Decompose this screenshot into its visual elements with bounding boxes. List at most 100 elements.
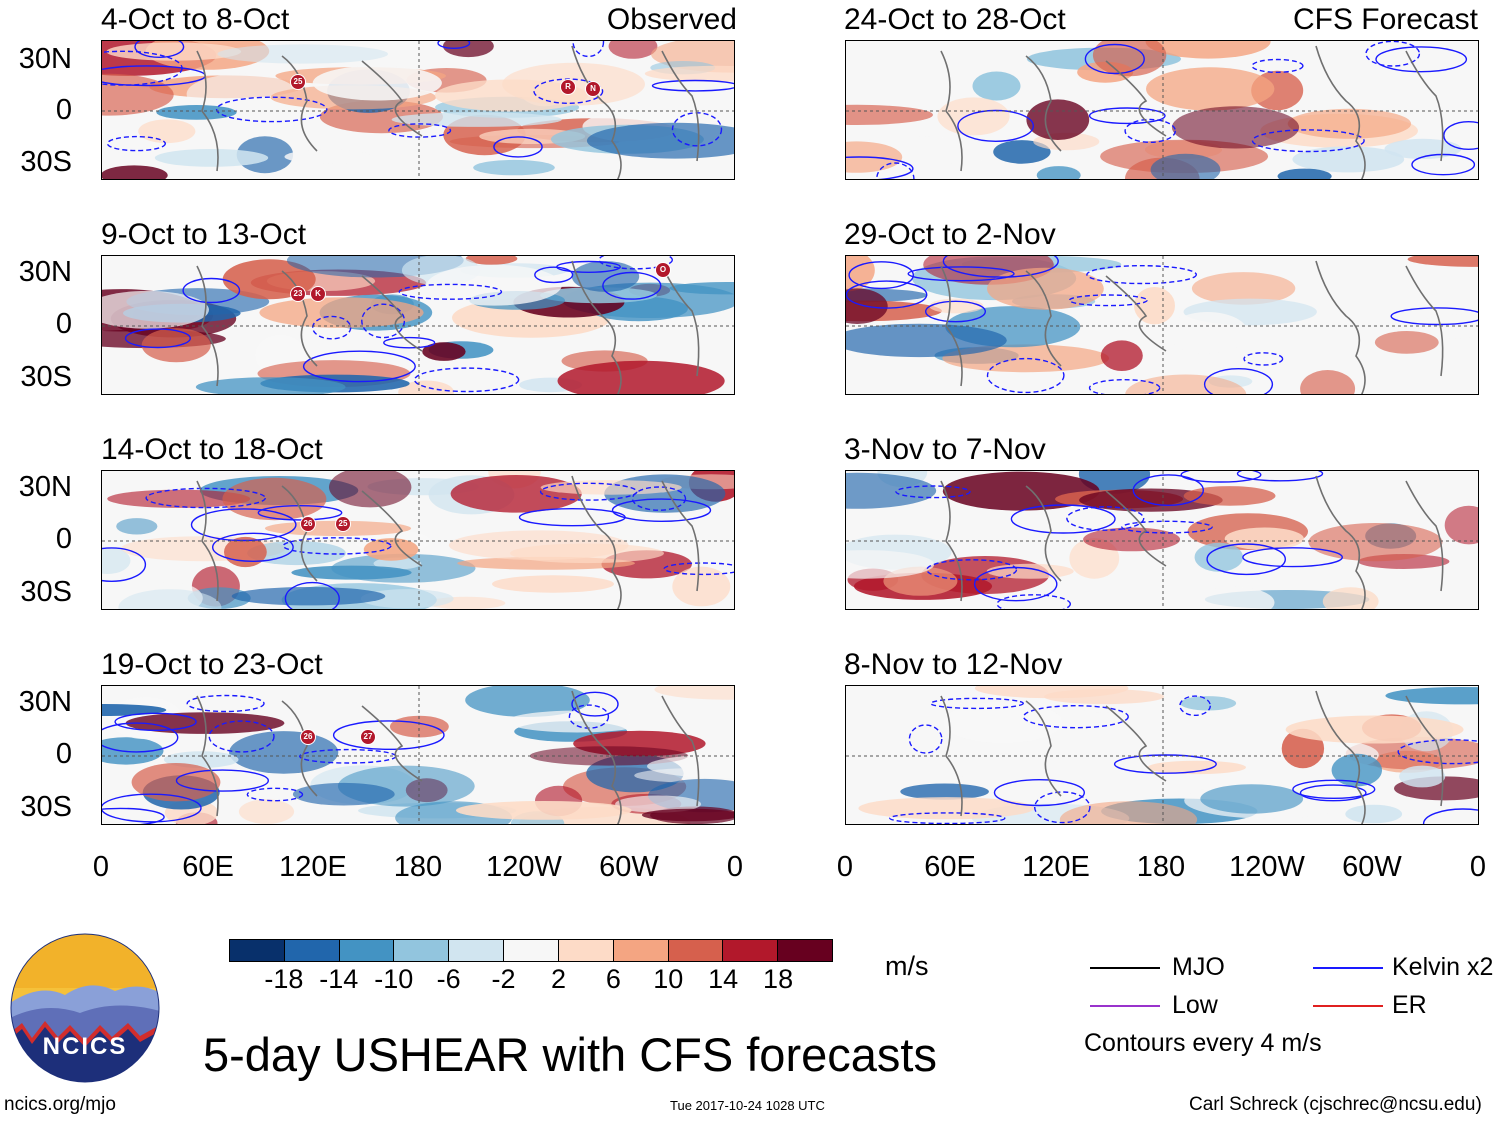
storm-marker: R xyxy=(560,79,576,95)
lat-label-30s: 30S xyxy=(20,361,72,393)
lon-label: 0 xyxy=(92,851,110,883)
panel-title-right-4: 8-Nov to 12-Nov xyxy=(844,648,1063,681)
forecast-label: CFS Forecast xyxy=(1292,3,1478,36)
storm-marker: 27 xyxy=(360,729,376,745)
lat-label-30s: 30S xyxy=(20,791,72,823)
colorbar-tick-label: 6 xyxy=(605,964,621,994)
colorbar-tick-label: 18 xyxy=(763,964,794,994)
map-panel-left-3: 26 25 xyxy=(101,470,735,610)
map-field xyxy=(102,41,734,179)
lat-label-30n: 30N xyxy=(18,43,72,75)
colorbar-swatch xyxy=(612,940,668,961)
colorbar-swatch xyxy=(338,940,394,961)
storm-marker: 26 xyxy=(300,516,316,532)
lon-label: 60E xyxy=(924,851,976,883)
map-field xyxy=(846,471,1478,609)
colorbar-tick-label: 10 xyxy=(653,964,684,994)
logo-text: NCICS xyxy=(42,1033,128,1060)
legend-kelvin-line xyxy=(1313,967,1383,969)
legend-mjo-line xyxy=(1090,967,1160,969)
footer-website[interactable]: ncics.org/mjo xyxy=(4,1094,116,1115)
lon-label: 180 xyxy=(1136,851,1186,883)
panel-title-left-3: 14-Oct to 18-Oct xyxy=(101,433,323,466)
main-title: 5-day USHEAR with CFS forecasts xyxy=(203,1028,937,1081)
lat-label-30s: 30S xyxy=(20,146,72,178)
lon-label: 120W xyxy=(486,851,562,883)
lat-label-0: 0 xyxy=(55,523,72,555)
lat-label-0: 0 xyxy=(55,94,72,126)
map-panel-right-1 xyxy=(845,40,1479,180)
lon-label: 60W xyxy=(1342,851,1402,883)
legend-mjo-label: MJO xyxy=(1172,953,1225,981)
colorbar-tick-label: 2 xyxy=(550,964,566,994)
map-field xyxy=(846,686,1478,824)
panel-title-right-3: 3-Nov to 7-Nov xyxy=(844,433,1046,466)
storm-marker: O xyxy=(655,262,671,278)
panel-title-left-1: 4-Oct to 8-Oct xyxy=(101,3,290,36)
map-panel-left-1: 25 R N xyxy=(101,40,735,180)
map-field xyxy=(102,256,734,394)
colorbar-tick-label: -6 xyxy=(436,964,461,994)
colorbar-tick-label: -18 xyxy=(264,964,304,994)
colorbar-swatch xyxy=(230,940,284,961)
colorbar-swatch xyxy=(722,940,778,961)
storm-marker: K xyxy=(310,286,326,302)
colorbar-swatch xyxy=(557,940,613,961)
lat-label-30n: 30N xyxy=(18,471,72,503)
ncics-logo: NCICS xyxy=(10,933,160,1083)
observed-label: Observed xyxy=(606,3,737,36)
footer-timestamp: Tue 2017-10-24 1028 UTC xyxy=(670,1098,825,1113)
map-field xyxy=(102,471,734,609)
colorbar-tick-label: -14 xyxy=(319,964,359,994)
legend-contour-note: Contours every 4 m/s xyxy=(1084,1029,1322,1057)
map-field xyxy=(846,256,1478,394)
lon-label: 60E xyxy=(182,851,234,883)
map-panel-left-2: 23 K O xyxy=(101,255,735,395)
map-panel-right-3 xyxy=(845,470,1479,610)
colorbar-swatch xyxy=(448,940,504,961)
lat-label-30s: 30S xyxy=(20,576,72,608)
lon-label: 120E xyxy=(279,851,347,883)
legend-kelvin-label: Kelvin x2 xyxy=(1392,953,1494,981)
lon-label: 0 xyxy=(1469,851,1487,883)
storm-marker: 26 xyxy=(300,729,316,745)
storm-marker: N xyxy=(585,81,601,97)
lon-label: 120W xyxy=(1229,851,1305,883)
panel-title-left-4: 19-Oct to 23-Oct xyxy=(101,648,323,681)
colorbar-swatch xyxy=(777,940,832,961)
map-panel-left-4: 26 27 xyxy=(101,685,735,825)
colorbar-unit: m/s xyxy=(885,951,929,981)
lat-label-0: 0 xyxy=(55,738,72,770)
panel-title-right-1: 24-Oct to 28-Oct xyxy=(844,3,1066,36)
colorbar-tick-label: -2 xyxy=(491,964,516,994)
legend-er-label: ER xyxy=(1392,991,1427,1019)
colorbar xyxy=(229,939,833,962)
lon-label: 120E xyxy=(1022,851,1090,883)
lat-label-30n: 30N xyxy=(18,256,72,288)
colorbar-swatch xyxy=(667,940,723,961)
colorbar-swatch xyxy=(283,940,339,961)
lon-label: 60W xyxy=(599,851,659,883)
lon-label: 0 xyxy=(726,851,744,883)
legend-low-label: Low xyxy=(1172,991,1218,1019)
map-panel-right-2 xyxy=(845,255,1479,395)
lat-label-30n: 30N xyxy=(18,686,72,718)
map-panel-right-4 xyxy=(845,685,1479,825)
lon-label: 180 xyxy=(393,851,443,883)
map-field xyxy=(846,41,1478,179)
map-field xyxy=(102,686,734,824)
footer-author: Carl Schreck (cjschrec@ncsu.edu) xyxy=(1189,1094,1482,1115)
storm-marker: 23 xyxy=(290,286,306,302)
legend-low-line xyxy=(1090,1005,1160,1007)
colorbar-tick-label: 14 xyxy=(708,964,739,994)
colorbar-tick-label: -10 xyxy=(374,964,414,994)
lon-label: 0 xyxy=(836,851,854,883)
storm-marker: 25 xyxy=(335,516,351,532)
legend-er-line xyxy=(1313,1005,1383,1007)
storm-marker: 25 xyxy=(290,74,306,90)
panel-title-left-2: 9-Oct to 13-Oct xyxy=(101,218,307,251)
lat-label-0: 0 xyxy=(55,308,72,340)
colorbar-swatch xyxy=(503,940,558,961)
panel-title-right-2: 29-Oct to 2-Nov xyxy=(844,218,1056,251)
colorbar-swatch xyxy=(393,940,449,961)
